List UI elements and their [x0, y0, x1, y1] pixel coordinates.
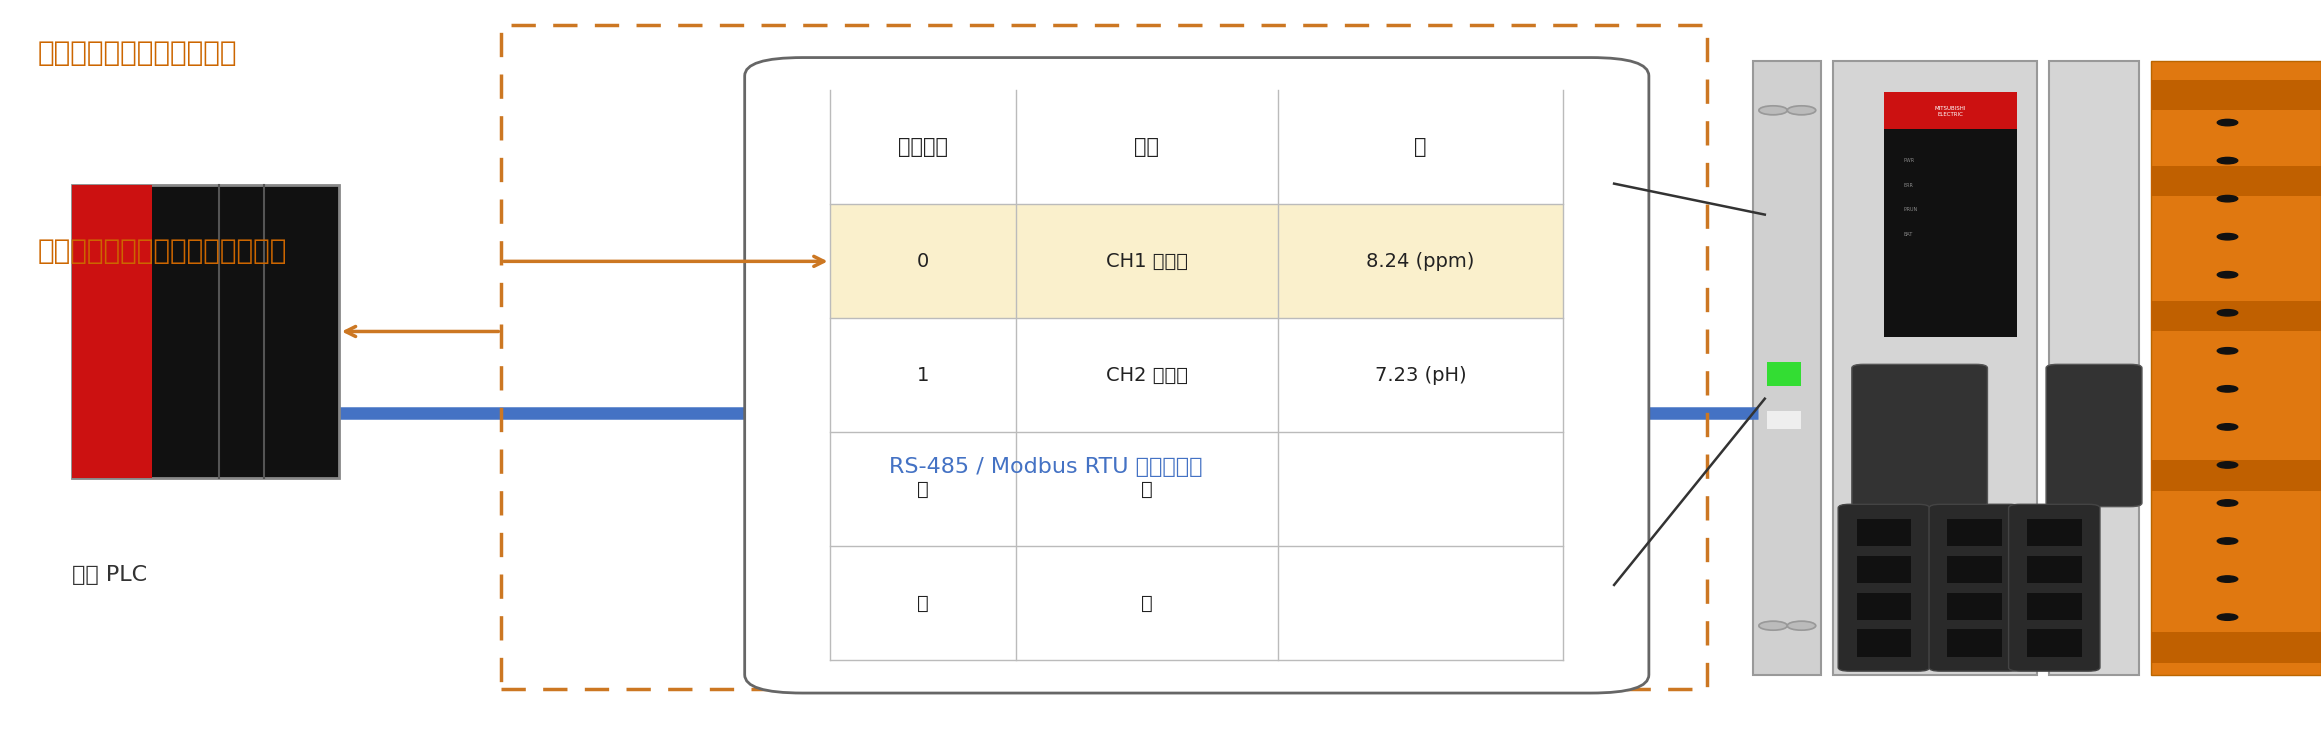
FancyBboxPatch shape [2027, 520, 2082, 546]
FancyBboxPatch shape [830, 205, 1564, 319]
FancyBboxPatch shape [2150, 460, 2322, 491]
FancyBboxPatch shape [1752, 61, 1822, 675]
Text: アドレス: アドレス [897, 138, 948, 158]
Text: BAT: BAT [1903, 232, 1913, 237]
Circle shape [2217, 347, 2238, 354]
Text: RS-485 / Modbus RTU プロトコル: RS-485 / Modbus RTU プロトコル [890, 457, 1204, 477]
Circle shape [2217, 538, 2238, 544]
Text: 1: 1 [918, 366, 930, 385]
FancyBboxPatch shape [2047, 61, 2140, 675]
FancyBboxPatch shape [2150, 631, 2322, 662]
Text: 0: 0 [918, 252, 930, 271]
Text: P.RUN: P.RUN [1903, 208, 1917, 212]
Circle shape [2217, 424, 2238, 430]
FancyBboxPatch shape [1857, 556, 1910, 583]
Circle shape [2217, 272, 2238, 278]
FancyBboxPatch shape [2027, 556, 2082, 583]
Text: ・: ・ [918, 480, 930, 499]
Text: アドレスを指定するだけで: アドレスを指定するだけで [37, 39, 237, 67]
FancyBboxPatch shape [744, 57, 1648, 693]
Text: ERR: ERR [1903, 183, 1913, 188]
Text: ・: ・ [1141, 594, 1153, 612]
FancyBboxPatch shape [1929, 504, 2020, 671]
Text: ・: ・ [1141, 480, 1153, 499]
Circle shape [1787, 106, 1815, 115]
FancyBboxPatch shape [1948, 592, 2001, 620]
Circle shape [2217, 233, 2238, 240]
Circle shape [1759, 106, 1787, 115]
FancyBboxPatch shape [1857, 520, 1910, 546]
FancyBboxPatch shape [1885, 92, 2017, 129]
Circle shape [2217, 196, 2238, 202]
FancyBboxPatch shape [1885, 92, 2017, 337]
FancyBboxPatch shape [1948, 520, 2001, 546]
Text: 値: 値 [1415, 138, 1427, 158]
Circle shape [2217, 119, 2238, 126]
Circle shape [2217, 461, 2238, 468]
Text: 名称: 名称 [1134, 138, 1160, 158]
FancyBboxPatch shape [1769, 362, 1801, 386]
Text: ・: ・ [918, 594, 930, 612]
Circle shape [1759, 621, 1787, 630]
FancyBboxPatch shape [2027, 592, 2082, 620]
Circle shape [2217, 386, 2238, 392]
FancyBboxPatch shape [1852, 364, 1987, 506]
FancyBboxPatch shape [1834, 61, 2038, 675]
Circle shape [2217, 576, 2238, 582]
Text: MITSUBISHI
ELECTRIC: MITSUBISHI ELECTRIC [1934, 106, 1966, 117]
Text: CH2 測定値: CH2 測定値 [1106, 366, 1188, 385]
FancyBboxPatch shape [2027, 629, 2082, 657]
Text: 8.24 (ppm): 8.24 (ppm) [1367, 252, 1476, 271]
FancyBboxPatch shape [2150, 61, 2322, 675]
FancyBboxPatch shape [1948, 556, 2001, 583]
FancyBboxPatch shape [1948, 629, 2001, 657]
Text: 変換されたデータが取得できます: 変換されたデータが取得できます [37, 236, 286, 264]
Text: 7.23 (pH): 7.23 (pH) [1376, 366, 1466, 385]
Text: CH1 測定値: CH1 測定値 [1106, 252, 1188, 271]
FancyBboxPatch shape [72, 185, 339, 478]
FancyBboxPatch shape [2008, 504, 2101, 671]
Circle shape [1787, 621, 1815, 630]
FancyBboxPatch shape [72, 185, 153, 478]
FancyBboxPatch shape [1769, 411, 1801, 429]
FancyBboxPatch shape [2150, 79, 2322, 110]
FancyBboxPatch shape [1857, 592, 1910, 620]
FancyBboxPatch shape [2045, 364, 2143, 506]
FancyBboxPatch shape [1838, 504, 1929, 671]
Circle shape [2217, 614, 2238, 620]
FancyBboxPatch shape [2150, 166, 2322, 197]
Circle shape [2217, 500, 2238, 506]
Text: PWR: PWR [1903, 158, 1915, 163]
FancyBboxPatch shape [1857, 629, 1910, 657]
FancyBboxPatch shape [2150, 300, 2322, 331]
Circle shape [2217, 310, 2238, 316]
Text: 制御 PLC: 制御 PLC [72, 565, 146, 585]
Circle shape [2217, 158, 2238, 164]
